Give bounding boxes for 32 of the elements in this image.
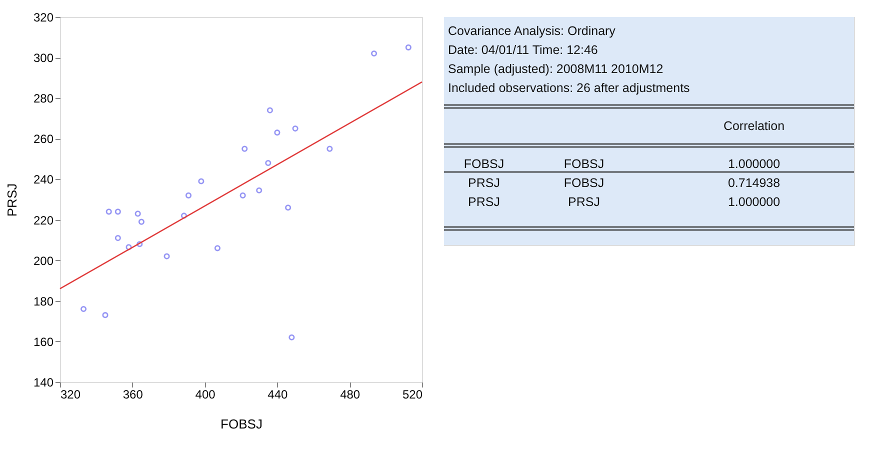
y-tick-label: 320 xyxy=(33,10,54,24)
text: PRSJ xyxy=(568,195,600,209)
text: FOBSJ xyxy=(464,157,504,171)
y-axis-title: PRSJ xyxy=(4,183,20,217)
text: FOBSJ xyxy=(564,176,604,190)
text: Sample (adjusted): 2008M11 2010M12 xyxy=(448,62,664,76)
x-tick-label: 320 xyxy=(60,388,81,402)
y-tick-label: 280 xyxy=(33,92,54,106)
text: 1.000000 xyxy=(728,195,780,209)
text: PRSJ xyxy=(468,195,500,209)
y-tick-label: 200 xyxy=(33,254,54,268)
text: 0.714938 xyxy=(728,176,780,190)
text: Date: 04/01/11 Time: 12:46 xyxy=(448,43,598,57)
y-tick-label: 220 xyxy=(33,213,54,228)
text: 1.000000 xyxy=(728,157,780,171)
x-tick-label: 440 xyxy=(268,388,288,402)
x-axis-title: FOBSJ xyxy=(220,416,262,432)
y-tick-label: 240 xyxy=(33,172,54,187)
y-tick-label: 140 xyxy=(33,376,54,390)
text: FOBSJ xyxy=(564,157,604,171)
text: Included observations: 26 after adjustments xyxy=(448,81,690,95)
text: Covariance Analysis: Ordinary xyxy=(448,24,616,38)
x-tick-label: 400 xyxy=(195,388,216,402)
text: PRSJ xyxy=(468,176,500,190)
x-tick-label: 480 xyxy=(340,388,360,402)
text: Correlation xyxy=(723,119,785,133)
y-tick-label: 180 xyxy=(33,294,54,308)
y-tick-label: 300 xyxy=(33,51,54,66)
x-tick-label: 520 xyxy=(402,388,423,402)
x-tick-label: 360 xyxy=(122,388,144,402)
y-tick-label: 160 xyxy=(33,334,54,349)
y-tick-label: 260 xyxy=(33,132,54,146)
